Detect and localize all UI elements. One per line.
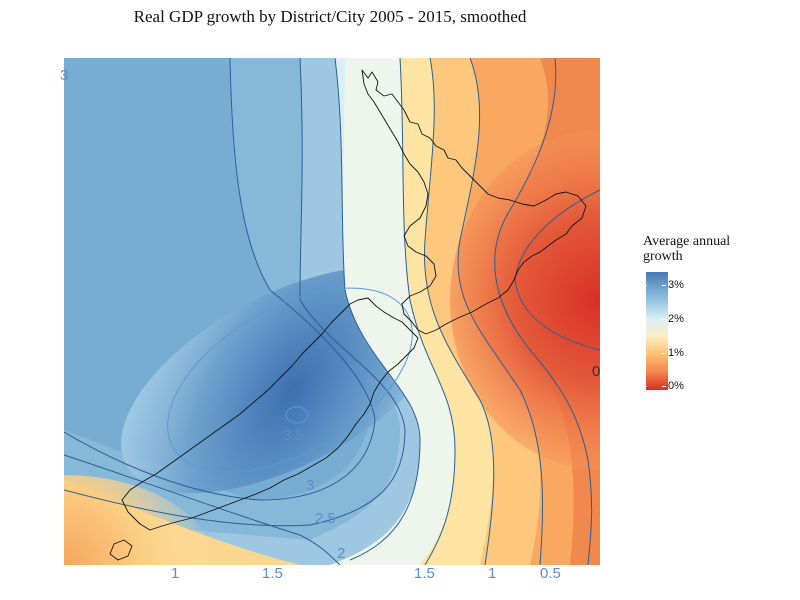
legend-title-line1: Average annual xyxy=(643,234,731,249)
heatmap-surface xyxy=(64,58,600,565)
contour-line-0 xyxy=(494,58,593,565)
contour-line-2 xyxy=(334,58,421,561)
north-island-outline xyxy=(361,69,587,335)
contour-label-1-5-bottom-right: 1.5 xyxy=(414,565,435,582)
contour-labels: 3 0 3.5 3 2.5 2 1 1.5 1.5 1 0.5 xyxy=(60,67,600,582)
contour-label-1-bottom-left: 1 xyxy=(171,565,179,582)
nz-coastline xyxy=(109,69,587,561)
contour-line-0-inner xyxy=(514,189,600,351)
contour-label-0-5: 0.5 xyxy=(540,565,561,582)
contour-label-3: 3 xyxy=(306,477,314,494)
contour-label-3-5: 3.5 xyxy=(283,427,304,444)
south-island-outline xyxy=(121,297,419,531)
contour-line-3 xyxy=(64,58,376,501)
contour-line-sw xyxy=(64,454,341,565)
legend-tick-3: 3% xyxy=(643,279,684,291)
contour-line-0-5 xyxy=(457,58,544,565)
contour-line-2-5 xyxy=(64,58,406,527)
contour-label-2-5: 2.5 xyxy=(315,510,336,527)
contour-line-3-peak xyxy=(167,287,413,473)
contour-line-3-5 xyxy=(285,406,309,424)
contour-label-1-bottom-right: 1 xyxy=(488,565,496,582)
legend: Average annual growth 3% 2% 1% 0% xyxy=(643,234,793,392)
contour-label-1-5-bottom-left: 1.5 xyxy=(262,565,283,582)
legend-tick-0: 0% xyxy=(643,380,684,392)
legend-title-line2: growth xyxy=(643,249,683,264)
contour-label-2: 2 xyxy=(337,545,345,562)
legend-tick-2: 2% xyxy=(643,313,684,325)
legend-tick-1: 1% xyxy=(643,347,684,359)
chart-title: Real GDP growth by District/City 2005 - … xyxy=(133,7,527,26)
contour-line-1-5 xyxy=(399,58,456,565)
contour-lines-peak xyxy=(167,287,413,473)
stewart-island-outline xyxy=(109,539,133,561)
legend-colorbar xyxy=(646,272,668,390)
legend-title: Average annual growth xyxy=(643,234,793,264)
contour-label-0-right: 0 xyxy=(592,363,600,380)
contour-label-3-top-left: 3 xyxy=(60,67,68,84)
